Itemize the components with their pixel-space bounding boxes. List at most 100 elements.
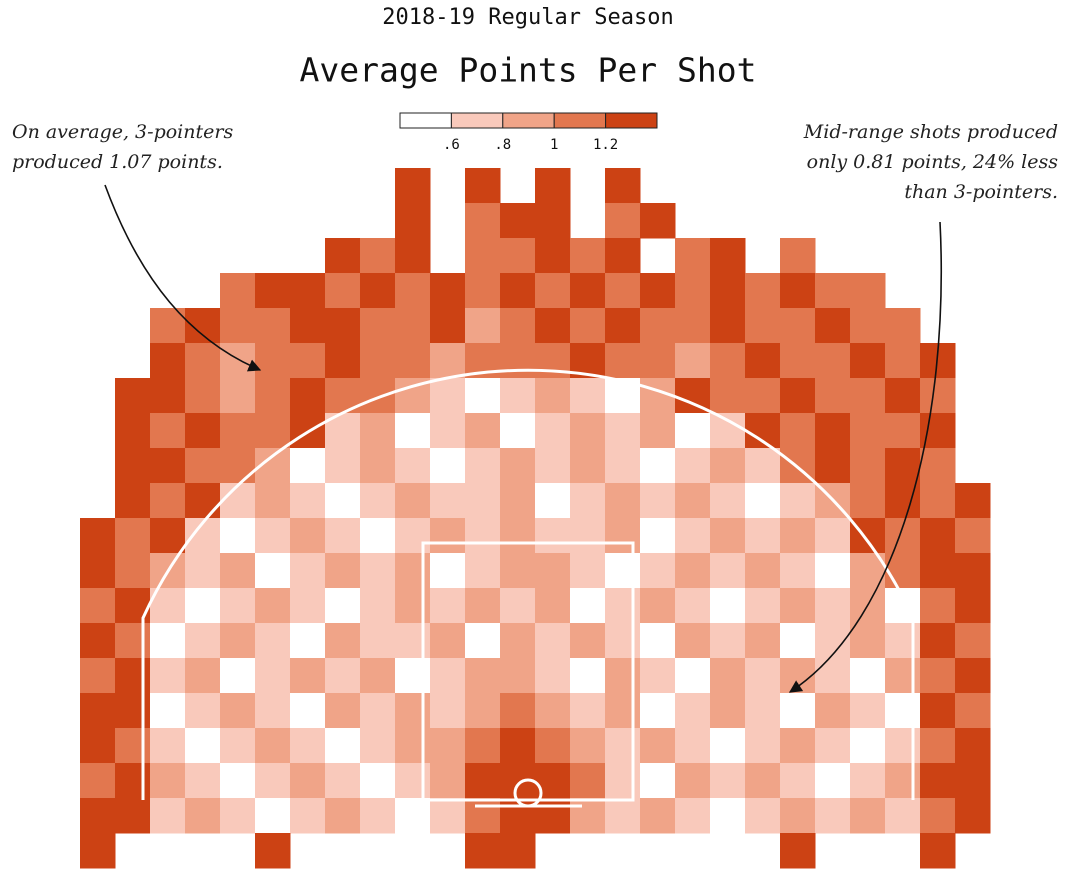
heat-cell — [325, 553, 361, 589]
heat-cell — [465, 693, 501, 729]
heat-cell — [150, 763, 186, 799]
legend-label: 1.2 — [593, 137, 618, 153]
heat-cell — [885, 623, 921, 659]
heat-cell — [325, 483, 361, 519]
heat-cell — [80, 728, 116, 764]
heat-cell — [710, 588, 746, 624]
heat-cell — [395, 763, 431, 799]
heat-cell — [570, 728, 606, 764]
legend-swatch — [605, 112, 658, 129]
heat-cell — [885, 343, 921, 379]
heat-cell — [850, 448, 886, 484]
heat-cell — [80, 658, 116, 694]
heat-cell — [710, 308, 746, 344]
heat-cell — [115, 623, 151, 659]
heat-cell — [220, 448, 256, 484]
heat-cell — [185, 483, 221, 519]
heat-cell — [675, 238, 711, 274]
heat-cell — [605, 658, 641, 694]
heat-cell — [150, 658, 186, 694]
heat-cell — [640, 658, 676, 694]
heat-cell — [675, 483, 711, 519]
heat-cell — [360, 763, 396, 799]
heat-cell — [395, 203, 431, 239]
heat-cell — [535, 308, 571, 344]
heat-cell — [570, 763, 606, 799]
legend-swatch — [502, 112, 555, 129]
heat-cell — [465, 168, 501, 204]
heat-cell — [745, 518, 781, 554]
heat-cell — [430, 553, 466, 589]
heat-cell — [675, 553, 711, 589]
heat-cell — [885, 518, 921, 554]
heat-cell — [325, 588, 361, 624]
heat-cell — [745, 273, 781, 309]
heat-cell — [430, 273, 466, 309]
heat-cell — [780, 518, 816, 554]
heat-cell — [535, 238, 571, 274]
heat-cell — [955, 623, 991, 659]
heat-cell — [850, 693, 886, 729]
heat-cell — [255, 518, 291, 554]
heat-cell — [150, 798, 186, 834]
heat-cell — [710, 623, 746, 659]
heat-cell — [395, 693, 431, 729]
heat-cell — [640, 518, 676, 554]
heat-cell — [360, 588, 396, 624]
heat-cell — [80, 833, 116, 869]
heat-cell — [465, 413, 501, 449]
heat-cell — [815, 448, 851, 484]
heat-cell — [430, 798, 466, 834]
heat-cell — [850, 413, 886, 449]
heat-cell — [745, 763, 781, 799]
heat-cell — [850, 763, 886, 799]
heat-cell — [885, 728, 921, 764]
heat-cell — [115, 483, 151, 519]
heat-cell — [500, 798, 536, 834]
heat-cell — [640, 588, 676, 624]
heat-cell — [220, 798, 256, 834]
heat-cell — [570, 658, 606, 694]
heat-cell — [885, 798, 921, 834]
heat-cell — [430, 448, 466, 484]
heat-cell — [745, 623, 781, 659]
heat-cell — [535, 483, 571, 519]
three-point-line — [141, 368, 915, 800]
heat-cell — [535, 413, 571, 449]
heat-cell — [465, 658, 501, 694]
heat-cell — [465, 833, 501, 869]
heat-cell — [465, 238, 501, 274]
heat-cell — [360, 483, 396, 519]
heat-cell — [430, 343, 466, 379]
heat-cell — [605, 553, 641, 589]
heat-cell — [780, 343, 816, 379]
heat-cell — [815, 413, 851, 449]
heat-cell — [220, 518, 256, 554]
heat-cell — [780, 413, 816, 449]
heat-cell — [535, 518, 571, 554]
heat-cell — [675, 448, 711, 484]
heat-cell — [745, 483, 781, 519]
heat-cell — [430, 588, 466, 624]
heat-cell — [465, 518, 501, 554]
heat-cell — [325, 308, 361, 344]
heat-cell — [780, 798, 816, 834]
heat-cell — [605, 448, 641, 484]
heat-cell — [430, 763, 466, 799]
heat-cell — [150, 518, 186, 554]
heat-cell — [535, 623, 571, 659]
heat-cell — [955, 553, 991, 589]
heat-cell — [535, 203, 571, 239]
heat-cell — [290, 483, 326, 519]
heat-cell — [745, 798, 781, 834]
heat-cell — [465, 308, 501, 344]
heat-cell — [395, 553, 431, 589]
heat-cell — [745, 308, 781, 344]
annotation-arrow — [788, 221, 943, 693]
heat-cell — [745, 343, 781, 379]
heat-cell — [115, 448, 151, 484]
heat-cell — [395, 308, 431, 344]
heat-cell — [360, 308, 396, 344]
heat-cell — [80, 623, 116, 659]
heat-cell — [745, 413, 781, 449]
